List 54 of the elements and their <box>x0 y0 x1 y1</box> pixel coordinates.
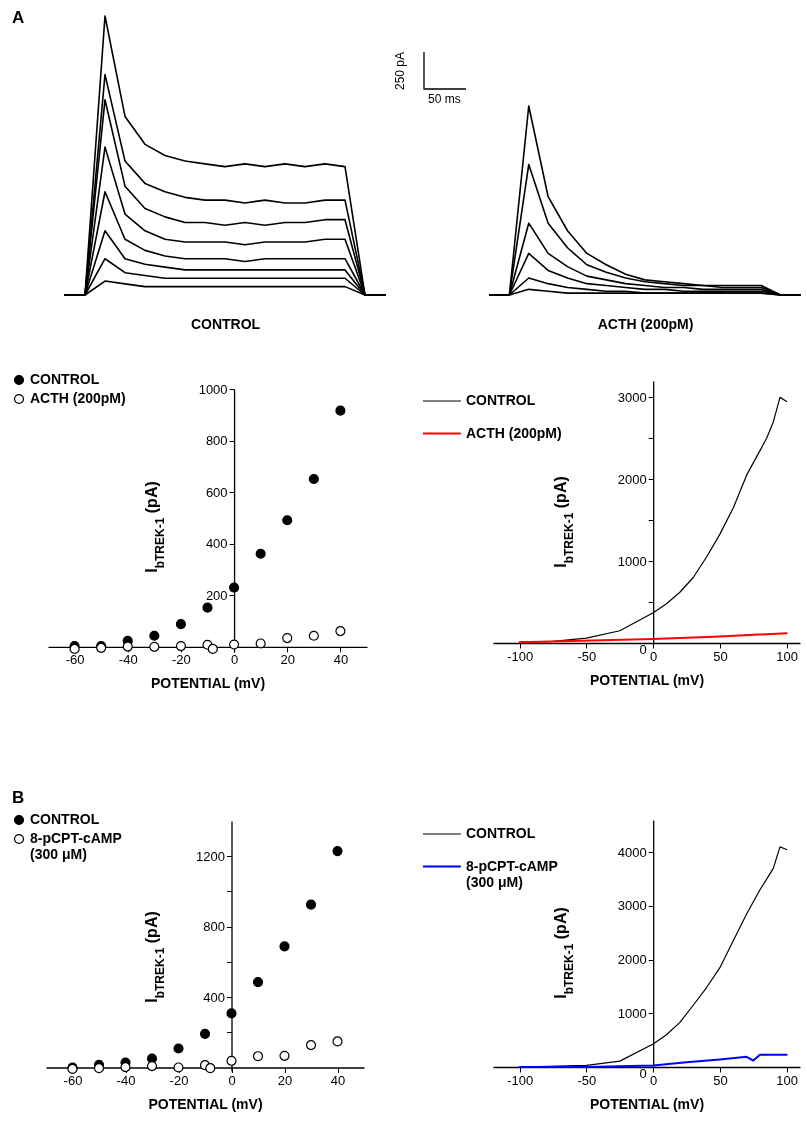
x-tick-label: 100 <box>776 1072 798 1088</box>
annotation: 250 pA <box>393 51 407 91</box>
x-tick-label: 100 <box>776 648 798 664</box>
legend-label: 8-pCPT-cAMP (300 μM) <box>466 857 558 890</box>
x-tick-label: -100 <box>507 1072 534 1088</box>
y-tick-label: 1000 <box>198 381 228 397</box>
legend-label: 8-pCPT-cAMP (300 μM) <box>30 830 122 862</box>
x-tick-label: 50 <box>713 648 728 664</box>
x-tick-label: -60 <box>65 652 85 668</box>
x-tick-label: -40 <box>116 1072 136 1088</box>
x-tick-label: 0 <box>650 648 658 664</box>
x-tick-label: -20 <box>169 1072 189 1088</box>
y-tick-label: 200 <box>205 587 228 603</box>
legend-label: ACTH (200pM) <box>466 424 562 441</box>
x-tick-label: -20 <box>172 652 191 668</box>
y-tick-label: 800 <box>205 433 228 449</box>
y-tick-label: 3000 <box>617 389 647 405</box>
y-tick-label: 4000 <box>617 844 647 860</box>
y-tick-label: 1000 <box>617 1005 647 1021</box>
y-tick-label: 1200 <box>196 848 225 864</box>
x-tick-label: 20 <box>280 652 295 668</box>
x-axis-title: POTENTIAL (mV) <box>148 1095 263 1112</box>
x-tick-label: 40 <box>330 1072 346 1088</box>
x-tick-label: 40 <box>333 652 349 668</box>
y-tick-label: 600 <box>205 484 228 500</box>
y-tick-label: 800 <box>203 919 225 935</box>
x-axis-title: POTENTIAL (mV) <box>589 1095 705 1112</box>
y-tick-label: 400 <box>205 536 228 552</box>
y-tick-label: 400 <box>203 989 225 1005</box>
legend-label: CONTROL <box>30 371 100 387</box>
chart-title: A <box>12 8 25 28</box>
chart-title: B <box>12 788 25 808</box>
x-axis-title: CONTROL <box>190 315 261 332</box>
x-tick-label: -50 <box>577 1072 597 1088</box>
legend-label: ACTH (200pM) <box>30 390 126 406</box>
y-tick-label: 2000 <box>617 471 647 487</box>
legend-label: CONTROL <box>30 811 100 827</box>
x-tick-label: -60 <box>63 1072 83 1088</box>
y-tick-label: 2000 <box>617 952 647 968</box>
x-tick-label: -50 <box>577 648 597 664</box>
x-tick-label: -100 <box>507 648 534 664</box>
legend-label: CONTROL <box>466 825 536 841</box>
text: 50 ms <box>428 92 461 106</box>
x-axis-title: ACTH (200pM) <box>597 315 694 332</box>
x-axis-title: POTENTIAL (mV) <box>589 671 705 688</box>
x-tick-label: 50 <box>713 1072 728 1088</box>
y-tick-label: 1000 <box>617 553 647 569</box>
legend-label: CONTROL <box>466 392 536 408</box>
x-tick-label: 0 <box>650 1072 658 1088</box>
x-tick-label: 20 <box>277 1072 293 1088</box>
x-tick-label: -40 <box>118 652 138 668</box>
x-axis-title: POTENTIAL (mV) <box>150 675 266 692</box>
y-tick-label: 3000 <box>617 898 647 914</box>
x-tick-label: 0 <box>230 652 239 668</box>
